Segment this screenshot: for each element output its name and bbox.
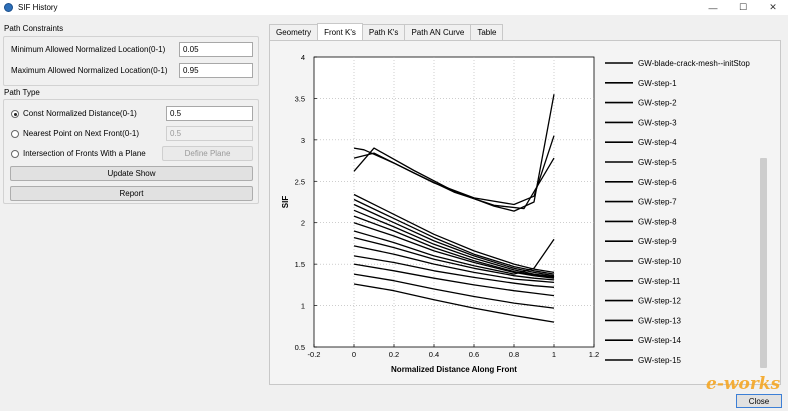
series-line-8 — [353, 222, 555, 279]
series-line-10 — [353, 236, 555, 281]
legend-label: GW-step-1 — [638, 79, 677, 88]
intersection-plane-label: Intersection of Fronts With a Plane — [23, 149, 146, 158]
legend-label: GW-step-15 — [638, 356, 682, 365]
legend-label: GW-step-9 — [638, 237, 677, 246]
grid-lines — [314, 57, 594, 347]
series-line-15 — [353, 283, 555, 323]
max-location-input[interactable]: 0.95 — [179, 63, 253, 78]
close-icon[interactable]: ✕ — [769, 2, 777, 12]
update-show-button[interactable]: Update Show — [10, 166, 253, 181]
sif-chart: -0.2 0 0.2 0.4 0.6 0.8 1 1.2 0.5 1 1.5 2 2.5 3 3.5 4 No… — [281, 53, 750, 374]
nearest-point-label: Nearest Point on Next Front(0-1) — [23, 129, 140, 138]
max-location-label: Maximum Allowed Normalized Location(0-1) — [11, 66, 168, 75]
tab-bar: Geometry Front K's Path K's Path AN Curv… — [269, 23, 504, 40]
y-tick-label: 3.5 — [295, 94, 305, 103]
legend-label: GW-step-2 — [638, 99, 677, 108]
legend-label: GW-step-4 — [638, 138, 677, 147]
legend-label: GW-step-12 — [638, 297, 682, 306]
legend-label: GW-step-6 — [638, 178, 677, 187]
tab-geometry[interactable]: Geometry — [269, 24, 319, 40]
legend-label: GW-step-3 — [638, 118, 677, 127]
legend-label: GW-step-8 — [638, 217, 677, 226]
series-line-13 — [353, 263, 555, 297]
y-tick-label: 1.5 — [295, 260, 305, 269]
x-tick-label: 0.8 — [509, 350, 519, 359]
const-distance-input[interactable]: 0.5 — [166, 106, 253, 121]
series-line-4 — [353, 198, 555, 275]
path-constraints-group: Minimum Allowed Normalized Location(0-1)… — [3, 36, 259, 86]
maximize-icon[interactable]: ☐ — [738, 2, 748, 12]
x-tick-label: 1.2 — [589, 350, 599, 359]
define-plane-button[interactable]: Define Plane — [162, 146, 253, 161]
series-line-14 — [353, 273, 555, 309]
nearest-point-radio[interactable] — [11, 130, 19, 138]
x-tick-label: 0 — [352, 350, 356, 359]
legend: GW-blade-crack-mesh--initStop GW-step-1 GW… — [605, 59, 750, 365]
min-location-label: Minimum Allowed Normalized Location(0-1) — [11, 45, 166, 54]
const-distance-label: Const Normalized Distance(0-1) — [23, 109, 137, 118]
legend-label: GW-step-7 — [638, 198, 677, 207]
y-tick-label: 2 — [301, 219, 305, 228]
series-lines — [353, 94, 555, 323]
legend-label: GW-blade-crack-mesh--initStop — [638, 59, 750, 68]
close-button[interactable]: Close — [736, 394, 782, 408]
y-axis-label: SIF — [281, 196, 290, 209]
legend-label: GW-step-10 — [638, 257, 682, 266]
x-tick-label: 1 — [552, 350, 556, 359]
window-title: SIF History — [18, 3, 58, 12]
series-line-12 — [353, 255, 555, 288]
legend-label: GW-step-11 — [638, 277, 681, 286]
path-type-header: Path Type — [4, 88, 40, 97]
series-line-2 — [353, 152, 555, 210]
y-tick-label: 1 — [301, 302, 305, 311]
path-constraints-header: Path Constraints — [4, 24, 64, 33]
axis-ticks: -0.2 0 0.2 0.4 0.6 0.8 1 1.2 0.5 1 1.5 2 2.5 3 3.5 4 — [295, 53, 600, 359]
tab-table[interactable]: Table — [470, 24, 504, 40]
path-type-group: Const Normalized Distance(0-1) 0.5 Neare… — [3, 99, 259, 204]
y-tick-label: 2.5 — [295, 177, 305, 186]
report-button[interactable]: Report — [10, 186, 253, 201]
const-distance-radio[interactable] — [11, 110, 19, 118]
series-line-11 — [353, 245, 555, 284]
legend-scrollbar[interactable] — [760, 158, 767, 368]
watermark-logo: e-works — [706, 374, 781, 394]
x-tick-label: 0.4 — [429, 350, 439, 359]
legend-label: GW-step-5 — [638, 158, 677, 167]
x-tick-label: -0.2 — [308, 350, 321, 359]
legend-label: GW-step-14 — [638, 336, 682, 345]
y-tick-label: 4 — [301, 53, 305, 62]
series-line-6 — [353, 209, 555, 278]
series-line-3 — [353, 193, 555, 274]
intersection-plane-radio[interactable] — [11, 150, 19, 158]
minimize-icon[interactable]: — — [708, 2, 718, 13]
series-line-9 — [353, 230, 555, 275]
title-bar: SIF History — ☐ ✕ — [0, 0, 788, 15]
y-tick-label: 3 — [301, 136, 305, 145]
tab-path-an-curve[interactable]: Path AN Curve — [404, 24, 472, 40]
series-line-7 — [353, 215, 555, 279]
app-icon — [4, 3, 13, 12]
x-tick-label: 0.2 — [389, 350, 399, 359]
series-line-5 — [353, 203, 555, 277]
x-tick-label: 0.6 — [469, 350, 479, 359]
legend-label: GW-step-13 — [638, 316, 682, 325]
x-axis-label: Normalized Distance Along Front — [391, 365, 517, 374]
window-controls: — ☐ ✕ — [698, 0, 788, 15]
y-tick-label: 0.5 — [295, 343, 305, 352]
min-location-input[interactable]: 0.05 — [179, 42, 253, 57]
tab-front-ks[interactable]: Front K's — [317, 23, 363, 40]
tab-path-ks[interactable]: Path K's — [361, 24, 406, 40]
nearest-point-input[interactable]: 0.5 — [166, 126, 253, 141]
